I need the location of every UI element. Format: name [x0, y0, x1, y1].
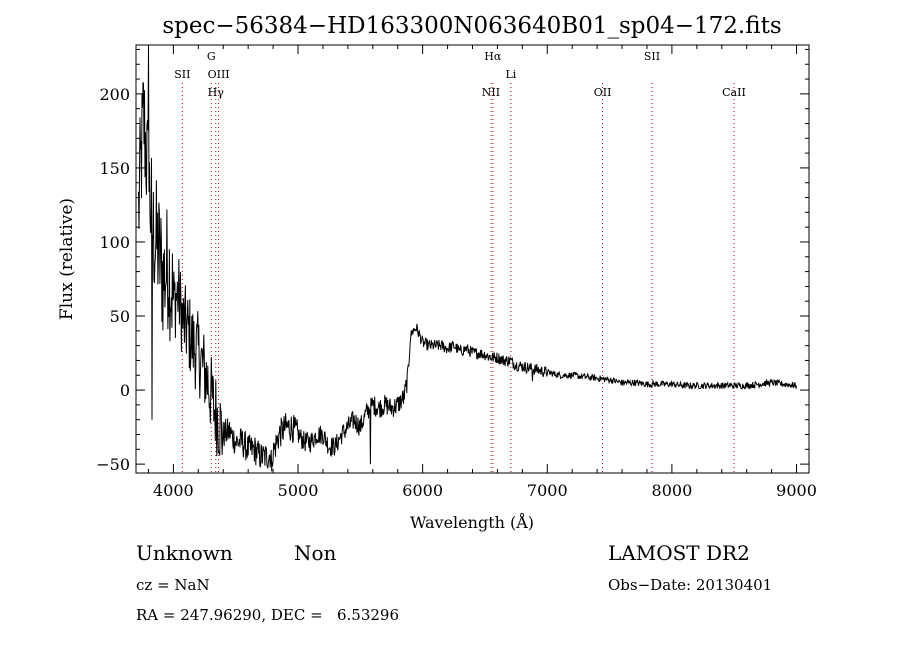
obs-date-text: Obs−Date: 20130401 [608, 576, 772, 594]
line-marker-label: Hα [484, 50, 502, 63]
y-axis-label: Flux (relative) [57, 198, 77, 320]
chart-title: spec−56384−HD163300N063640B01_sp04−172.f… [162, 13, 781, 39]
cz-text: cz = NaN [136, 576, 210, 594]
x-tick-label: 5000 [278, 481, 319, 500]
y-axis-ticks: −50 0 50 100 150 200 [96, 48, 809, 474]
line-marker-label: G [207, 50, 216, 63]
survey-label: LAMOST DR2 [608, 541, 750, 565]
line-marker-label: SII [174, 68, 190, 81]
x-axis-label: Wavelength (Å) [410, 512, 534, 532]
y-tick-label: 50 [110, 307, 130, 326]
y-tick-label: −50 [96, 455, 130, 474]
plot-frame [135, 44, 810, 474]
line-marker-label: Li [505, 68, 516, 81]
x-tick-label: 6000 [402, 481, 443, 500]
subclass-label: Non [294, 541, 337, 565]
x-tick-label: 8000 [652, 481, 693, 500]
x-tick-label: 9000 [776, 481, 817, 500]
line-marker-label: OIII [208, 68, 230, 81]
class-label: Unknown [136, 541, 233, 565]
x-axis-ticks: 4000 5000 6000 7000 8000 9000 [147, 45, 817, 500]
x-tick-label: 4000 [153, 481, 194, 500]
y-tick-label: 200 [99, 85, 130, 104]
y-tick-label: 100 [99, 233, 130, 252]
spectrum-line [138, 45, 797, 472]
line-marker-label: NII [482, 86, 500, 99]
line-marker-label: Hγ [208, 86, 225, 99]
coords-text: RA = 247.96290, DEC = 6.53296 [136, 606, 399, 624]
plot-area [138, 45, 797, 472]
line-marker-label: SII [644, 50, 660, 63]
line-marker-label: CaII [722, 86, 746, 99]
line-marker-label: OII [594, 86, 612, 99]
x-tick-label: 7000 [527, 481, 568, 500]
y-tick-label: 0 [120, 381, 130, 400]
y-tick-label: 150 [99, 159, 130, 178]
